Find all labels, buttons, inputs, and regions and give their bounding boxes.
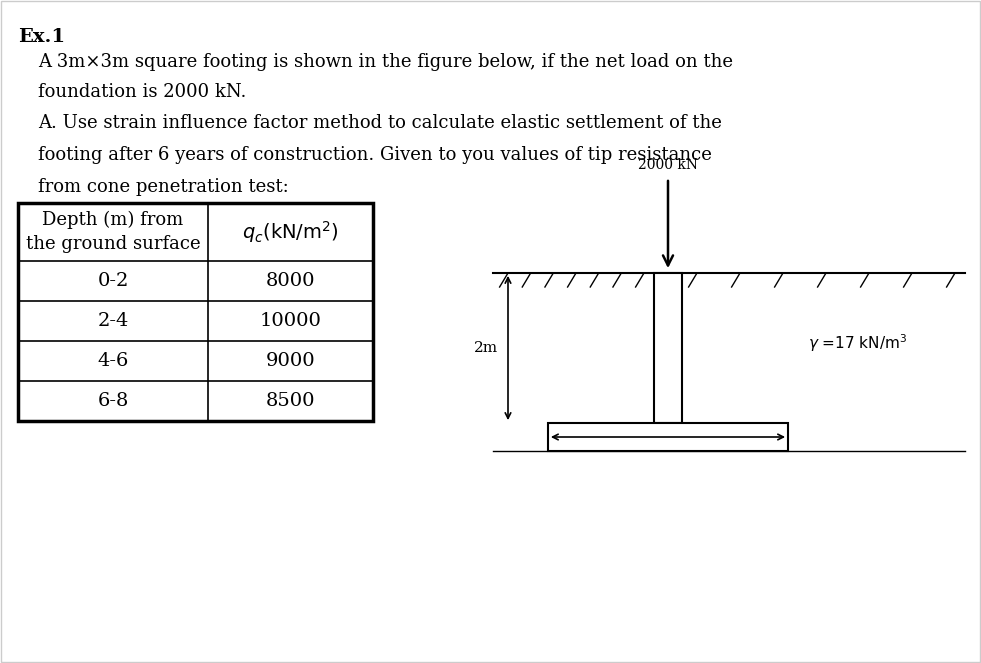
Text: 2m: 2m (474, 341, 498, 355)
Text: 4-6: 4-6 (97, 352, 129, 370)
Text: footing after 6 years of construction. Given to you values of tip resistance: footing after 6 years of construction. G… (38, 146, 712, 164)
Text: 2-4: 2-4 (97, 312, 129, 330)
Text: $\gamma$ =17 kN/m$^3$: $\gamma$ =17 kN/m$^3$ (808, 332, 907, 354)
Bar (548, 423, 788, 451)
Text: 0-2: 0-2 (97, 272, 129, 290)
Text: 8000: 8000 (266, 272, 315, 290)
Text: A. Use strain influence factor method to calculate elastic settlement of the: A. Use strain influence factor method to… (38, 115, 722, 133)
Text: foundation is 2000 kN.: foundation is 2000 kN. (38, 83, 246, 101)
Text: A 3m×3m square footing is shown in the figure below, if the net load on the: A 3m×3m square footing is shown in the f… (38, 53, 733, 71)
Text: 8500: 8500 (266, 392, 315, 410)
Text: 3m: 3m (656, 439, 680, 453)
Text: 9000: 9000 (266, 352, 315, 370)
Text: 6-8: 6-8 (97, 392, 129, 410)
Text: from cone penetration test:: from cone penetration test: (38, 178, 288, 196)
Text: Ex.1: Ex.1 (18, 28, 65, 46)
Text: 2000 kN: 2000 kN (638, 158, 698, 172)
Bar (654, 273, 682, 423)
Text: Depth (m) from
the ground surface: Depth (m) from the ground surface (26, 211, 200, 253)
Bar (18, 203, 373, 421)
Text: 10000: 10000 (260, 312, 322, 330)
Text: $q_c(\mathrm{kN/m^2})$: $q_c(\mathrm{kN/m^2})$ (242, 219, 339, 245)
